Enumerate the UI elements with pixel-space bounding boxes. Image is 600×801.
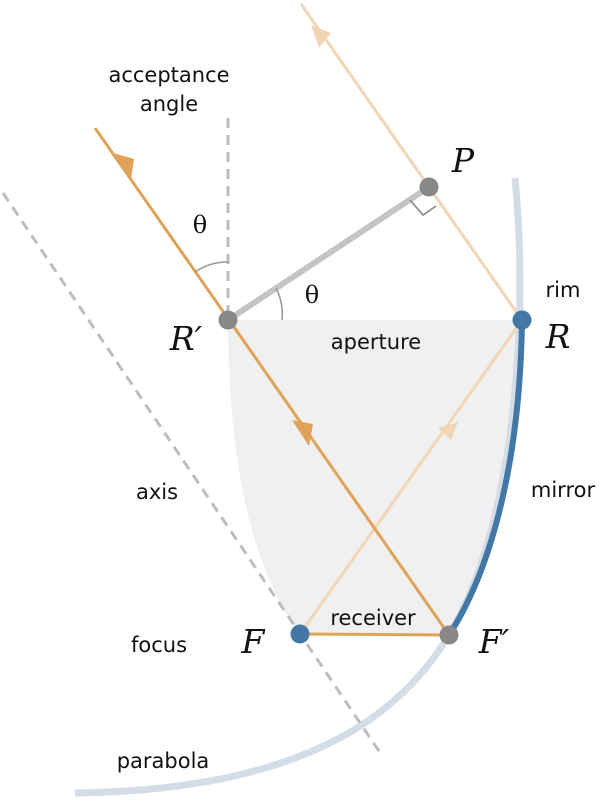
point-p xyxy=(419,177,439,197)
light-ray-incoming xyxy=(299,3,524,321)
point-f-prime-label: F′ xyxy=(478,622,510,661)
aperture-label: aperture xyxy=(331,330,421,354)
theta-arc-mid xyxy=(275,287,284,321)
receiver-line xyxy=(299,632,450,637)
parabola-label: parabola xyxy=(117,749,210,773)
light-ray-reflected xyxy=(298,319,524,635)
point-r-prime-label: R′ xyxy=(169,319,203,358)
mirror-curve xyxy=(446,319,525,637)
light-ray-arrow-top xyxy=(311,25,331,48)
concentrator-region xyxy=(228,320,522,635)
axis-line xyxy=(1,192,385,758)
orange-ray xyxy=(93,127,451,636)
point-r xyxy=(512,310,532,330)
theta-arc-top xyxy=(194,261,229,273)
acceptance-label-line2: angle xyxy=(140,92,198,116)
theta-label-top: θ xyxy=(193,211,207,239)
rim-label: rim xyxy=(546,278,581,302)
point-f-prime xyxy=(439,625,459,645)
point-r-prime xyxy=(218,310,238,330)
point-f xyxy=(290,624,310,644)
point-f-label: F xyxy=(241,622,266,661)
right-angle-marker xyxy=(409,199,437,217)
receiver-label: receiver xyxy=(330,606,416,630)
acceptance-label-line1: acceptance xyxy=(108,63,229,87)
mirror-label: mirror xyxy=(531,478,596,502)
light-ray-arrow-mid xyxy=(438,422,458,440)
point-r-label: R xyxy=(545,317,571,356)
focus-label: focus xyxy=(131,633,187,657)
orange-ray-arrow-top xyxy=(113,153,134,180)
aperture-projection-segment xyxy=(226,184,431,323)
theta-label-mid: θ xyxy=(305,281,319,309)
axis-label: axis xyxy=(136,480,178,504)
point-p-label: P xyxy=(451,141,475,180)
orange-ray-arrow-mid xyxy=(292,420,313,446)
